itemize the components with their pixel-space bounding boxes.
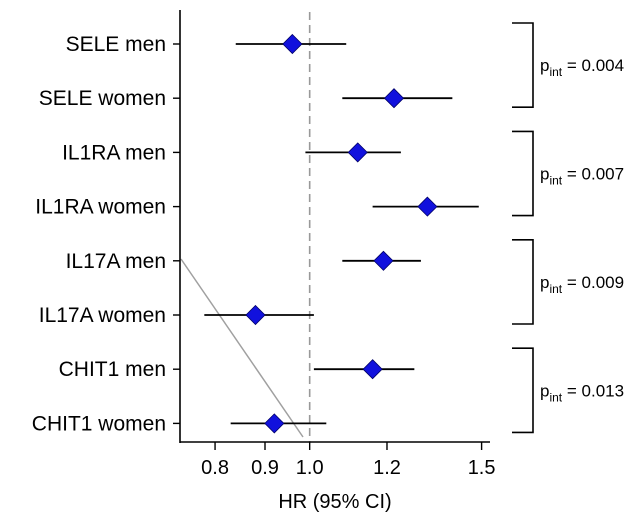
hr-marker-0 [282, 33, 303, 55]
x-tick-label-2: 1.0 [296, 457, 324, 479]
interaction-p-value-2: pint = 0.009 [540, 273, 624, 296]
hr-marker-6 [362, 359, 383, 380]
x-tick-label-1: 0.9 [251, 457, 279, 479]
interaction-bracket-3 [512, 347, 534, 434]
hr-marker-3 [417, 196, 438, 217]
row-label-7: CHIT1 women [32, 412, 166, 435]
row-label-5: IL17A women [39, 304, 166, 327]
hr-marker-7 [264, 413, 285, 434]
row-label-2: IL1RA men [62, 141, 166, 164]
hr-marker-4 [373, 250, 394, 271]
interaction-bracket-1 [512, 130, 534, 217]
interaction-p-value-1: pint = 0.007 [540, 165, 624, 188]
diagonal-line [180, 258, 304, 438]
row-label-1: SELE women [39, 87, 166, 110]
row-label-6: CHIT1 men [59, 358, 166, 381]
hr-marker-1 [383, 88, 405, 109]
x-tick-label-3: 1.2 [373, 457, 401, 479]
interaction-p-value-3: pint = 0.013 [540, 381, 624, 404]
x-tick-label-0: 0.8 [201, 457, 229, 479]
hr-marker-5 [245, 304, 266, 326]
hr-marker-2 [347, 142, 368, 163]
row-label-4: IL17A men [66, 250, 166, 273]
interaction-p-value-0: pint = 0.004 [540, 56, 624, 79]
row-label-3: IL1RA women [35, 196, 166, 219]
x-tick-label-4: 1.5 [468, 457, 496, 479]
x-axis-title: HR (95% CI) [278, 491, 391, 513]
interaction-bracket-2 [512, 239, 534, 325]
interaction-bracket-0 [512, 22, 534, 108]
row-label-0: SELE men [66, 33, 166, 56]
